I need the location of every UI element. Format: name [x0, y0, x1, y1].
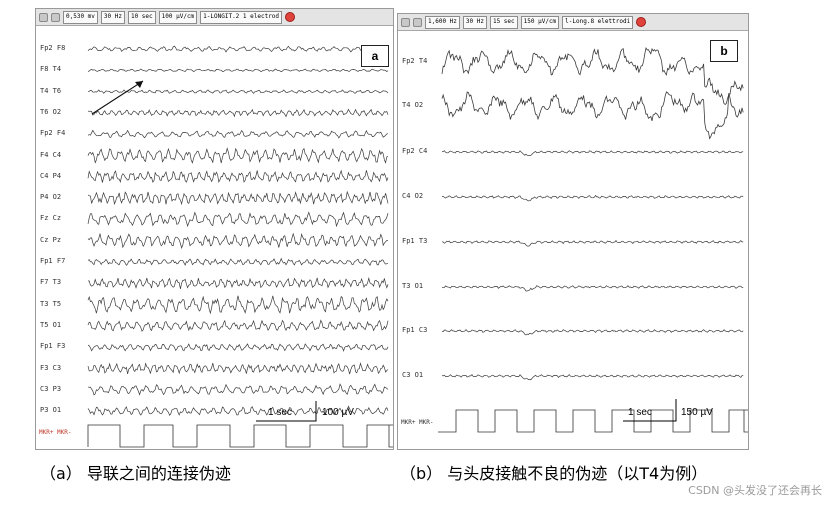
caption-b: （b） 与头皮接触不良的伪迹（以T4为例） — [400, 464, 708, 483]
eeg-trace — [87, 295, 389, 315]
toolbar-app-icon[interactable] — [401, 17, 410, 27]
channel-label: P4 O2 — [40, 193, 62, 202]
eeg-trace — [87, 147, 389, 164]
marker-channel-label-a: MKR+ MKR- — [39, 429, 72, 436]
eeg-trace — [87, 257, 389, 267]
time-scale-label-b: 1 sec — [628, 407, 652, 418]
eeg-panel-a: 0,530 mv 30 Hz 10 sec 100 µV/cm 1-LONGIT… — [35, 8, 394, 450]
eeg-traces-b — [438, 46, 748, 433]
channel-label: Fp1 F7 — [40, 257, 66, 265]
channel-label: Fp2 C4 — [402, 147, 428, 155]
eeg-trace — [441, 285, 744, 292]
stop-icon[interactable] — [636, 17, 647, 27]
eeg-trace — [87, 232, 388, 249]
eeg-trace — [87, 276, 389, 289]
channel-label: F8 T4 — [40, 65, 62, 74]
channel-label: Fp2 F8 — [40, 44, 66, 52]
eeg-panel-b: 1,600 Hz 30 Hz 15 sec 150 µV/cm l-Long.8… — [397, 13, 749, 450]
channel-label: T6 O2 — [40, 107, 62, 116]
amplitude-scale-label-a: 100 µV — [322, 407, 354, 418]
eeg-trace — [87, 211, 389, 228]
filter-select[interactable]: 30 Hz — [462, 15, 487, 29]
channel-label: P3 O1 — [40, 406, 62, 415]
channel-label: Fp2 F4 — [40, 129, 66, 138]
montage-select[interactable]: 1-LONGIT.2 1 electrod — [200, 10, 283, 24]
time-scale-label-a: 1 sec — [268, 407, 292, 418]
eeg-trace — [87, 169, 389, 184]
toolbar-app-icon[interactable] — [39, 12, 48, 22]
channel-label: T3 O1 — [402, 282, 424, 290]
gain-select[interactable]: 150 µV/cm — [520, 15, 560, 29]
timebase-select[interactable]: 15 sec — [489, 15, 518, 29]
channel-label: Fz Cz — [40, 214, 62, 223]
eeg-trace — [87, 68, 389, 73]
channel-label: F3 C3 — [40, 363, 62, 372]
montage-select[interactable]: l-Long.8 elettrodi — [562, 15, 634, 29]
arrow-head — [135, 81, 143, 88]
stop-icon[interactable] — [285, 12, 296, 22]
channel-label: C4 P4 — [40, 171, 62, 180]
eeg-trace — [441, 240, 744, 247]
eeg-trace — [87, 89, 389, 94]
scale-bar — [623, 399, 677, 422]
eeg-trace — [441, 150, 744, 156]
marker-trace — [438, 409, 748, 433]
sampling-select[interactable]: 1,600 Hz — [425, 15, 460, 29]
channel-label: C3 O1 — [402, 371, 424, 379]
eeg-trace — [441, 91, 744, 140]
channel-label: Fp1 F3 — [40, 342, 66, 351]
channel-label: F7 T3 — [40, 278, 62, 287]
channel-label: Fp1 C3 — [402, 326, 428, 334]
eeg-trace — [87, 129, 389, 139]
watermark: CSDN @头发没了还会再长 — [688, 484, 822, 497]
channel-label: C3 P3 — [40, 384, 62, 393]
channel-label: T4 T6 — [40, 86, 62, 95]
channel-label: T3 T5 — [40, 299, 62, 308]
marker-channel-label-b: MKR+ MKR- — [401, 419, 434, 426]
amplitude-scale-label-b: 150 µV — [681, 407, 713, 418]
eeg-trace — [441, 46, 744, 106]
eeg-trace — [87, 383, 389, 396]
arrow-indicator — [91, 80, 144, 115]
marker-icon[interactable] — [413, 17, 422, 27]
eeg-trace — [87, 108, 389, 118]
channel-label: Fp2 T4 — [402, 57, 428, 65]
eeg-trace — [87, 45, 389, 53]
eeg-trace — [87, 190, 389, 206]
eeg-toolbar-a: 0,530 mv 30 Hz 10 sec 100 µV/cm 1-LONGIT… — [36, 9, 393, 26]
timebase-select[interactable]: 10 sec — [127, 10, 156, 24]
caption-a: （a） 导联之间的连接伪迹 — [40, 464, 231, 483]
eeg-traces-a — [87, 45, 393, 448]
marker-trace — [87, 424, 393, 448]
channel-label: T5 O1 — [40, 320, 62, 329]
eeg-trace — [87, 362, 389, 375]
marker-icon[interactable] — [51, 12, 60, 22]
channel-label: F4 C4 — [40, 150, 62, 159]
channel-label: C4 O2 — [402, 192, 424, 200]
eeg-trace — [441, 329, 744, 336]
eeg-trace — [441, 194, 744, 202]
scale-bar — [256, 401, 317, 422]
sensitivity-select[interactable]: 0,530 mv — [63, 10, 98, 24]
eeg-trace — [441, 374, 744, 381]
eeg-toolbar-b: 1,600 Hz 30 Hz 15 sec 150 µV/cm l-Long.8… — [398, 14, 748, 31]
eeg-trace — [87, 319, 389, 332]
channel-label: Cz Pz — [40, 235, 62, 244]
channel-label: T4 O2 — [402, 101, 424, 109]
gain-select[interactable]: 100 µV/cm — [158, 10, 198, 24]
eeg-trace — [87, 343, 389, 352]
channel-label: Fp1 T3 — [402, 237, 428, 245]
eeg-trace — [87, 405, 389, 417]
panel-tag-a: a — [361, 45, 389, 67]
panel-tag-b: b — [710, 40, 738, 62]
filter-select[interactable]: 30 Hz — [100, 10, 125, 24]
